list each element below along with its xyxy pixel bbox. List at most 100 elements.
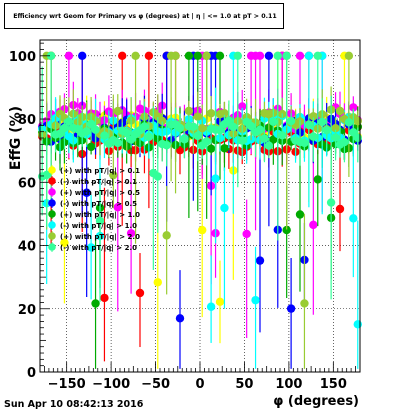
data-point: [286, 304, 296, 313]
y-tick-label: 80: [18, 113, 36, 128]
data-point: [220, 144, 229, 153]
data-point: [202, 137, 211, 146]
x-tick-label: 50: [235, 377, 253, 392]
data-point: [153, 278, 162, 287]
data-point: [46, 51, 56, 61]
data-point: [349, 214, 358, 223]
data-point: [184, 51, 194, 61]
data-point: [113, 106, 122, 116]
axes: −150 −100 −50 0 50 100 150 0 20 40 60 80 100 φ (degre…: [8, 39, 361, 409]
data-point: [282, 225, 291, 235]
data-point: [42, 170, 51, 180]
data-point: [349, 103, 358, 112]
data-point: [175, 314, 185, 323]
data-point: [295, 51, 305, 61]
data-point: [335, 106, 345, 116]
data-point: [206, 302, 216, 311]
data-point: [215, 51, 225, 61]
data-point: [118, 51, 127, 61]
data-point: [131, 51, 140, 61]
data-point: [198, 124, 207, 133]
data-point: [269, 117, 278, 127]
data-point: [229, 122, 238, 132]
legend-label: (+) with pT/|q| > 0.5: [60, 189, 140, 198]
data-point: [260, 134, 269, 143]
data-point: [91, 125, 100, 135]
data-point: [233, 51, 242, 61]
data-point: [220, 203, 229, 213]
data-point: [322, 125, 331, 135]
legend-label: (+) with pT/|q| > 0.1: [60, 167, 140, 176]
data-point: [313, 175, 322, 184]
data-point: [206, 109, 216, 118]
data-point: [171, 51, 180, 61]
data-point: [78, 51, 87, 61]
data-point: [193, 131, 202, 141]
data-point: [238, 102, 247, 111]
data-point: [158, 116, 167, 126]
data-point: [264, 51, 274, 61]
data-point: [353, 133, 362, 143]
data-point: [304, 51, 314, 61]
data-point: [318, 117, 327, 127]
y-tick-label: 40: [18, 240, 36, 255]
data-point: [300, 138, 309, 148]
data-point: [86, 142, 96, 152]
data-point: [309, 132, 318, 141]
data-point: [335, 204, 345, 214]
legend-label: (-) with pT/|q| > 2.0: [60, 244, 137, 253]
y-tick-label: 20: [18, 303, 36, 318]
data-point: [220, 109, 229, 118]
data-point: [153, 172, 162, 181]
data-point: [326, 198, 336, 207]
data-point: [313, 51, 322, 61]
data-point: [82, 127, 91, 136]
data-point: [100, 131, 109, 140]
data-point: [269, 135, 278, 144]
data-point: [140, 122, 149, 131]
data-point: [135, 288, 145, 298]
y-tick-label: 0: [27, 366, 36, 381]
data-point: [353, 116, 362, 126]
data-point: [193, 51, 202, 61]
data-point: [180, 135, 189, 144]
data-point: [122, 128, 131, 138]
data-point: [113, 138, 122, 148]
data-point: [340, 137, 349, 147]
x-tick-label: −150: [48, 377, 86, 392]
y-tick-label: 100: [9, 50, 36, 65]
data-point: [255, 51, 265, 61]
y-axis-label: EffG (%): [8, 106, 24, 170]
data-point: [304, 120, 314, 130]
data-point: [215, 126, 225, 135]
data-point: [55, 129, 65, 138]
data-point: [309, 220, 318, 230]
data-point: [86, 119, 96, 129]
data-point: [60, 238, 69, 247]
x-tick-label: 150: [320, 377, 347, 392]
data-point: [282, 51, 291, 61]
data-point: [126, 229, 136, 238]
data-point: [184, 106, 194, 116]
legend-label: (+) with pT/|q| > 2.0: [60, 233, 140, 242]
data-point: [251, 295, 260, 305]
data-points: [38, 51, 362, 369]
data-point: [206, 144, 216, 153]
data-point: [198, 225, 207, 235]
data-point: [144, 51, 154, 61]
data-point: [309, 112, 318, 121]
data-point: [344, 51, 354, 61]
data-point: [64, 51, 74, 61]
data-point: [331, 133, 340, 142]
data-point: [255, 256, 265, 265]
legend-label: (-) with pT/|q| > 0.1: [60, 178, 137, 187]
data-point: [162, 231, 171, 240]
data-point: [60, 123, 69, 133]
data-point: [224, 116, 234, 125]
data-point: [162, 141, 171, 150]
data-point: [331, 124, 340, 133]
legend-label: (-) with pT/|q| > 0.5: [60, 200, 137, 209]
data-point: [215, 297, 225, 307]
legend-label: (-) with pT/|q| > 1.0: [60, 222, 137, 231]
data-point: [202, 51, 211, 61]
